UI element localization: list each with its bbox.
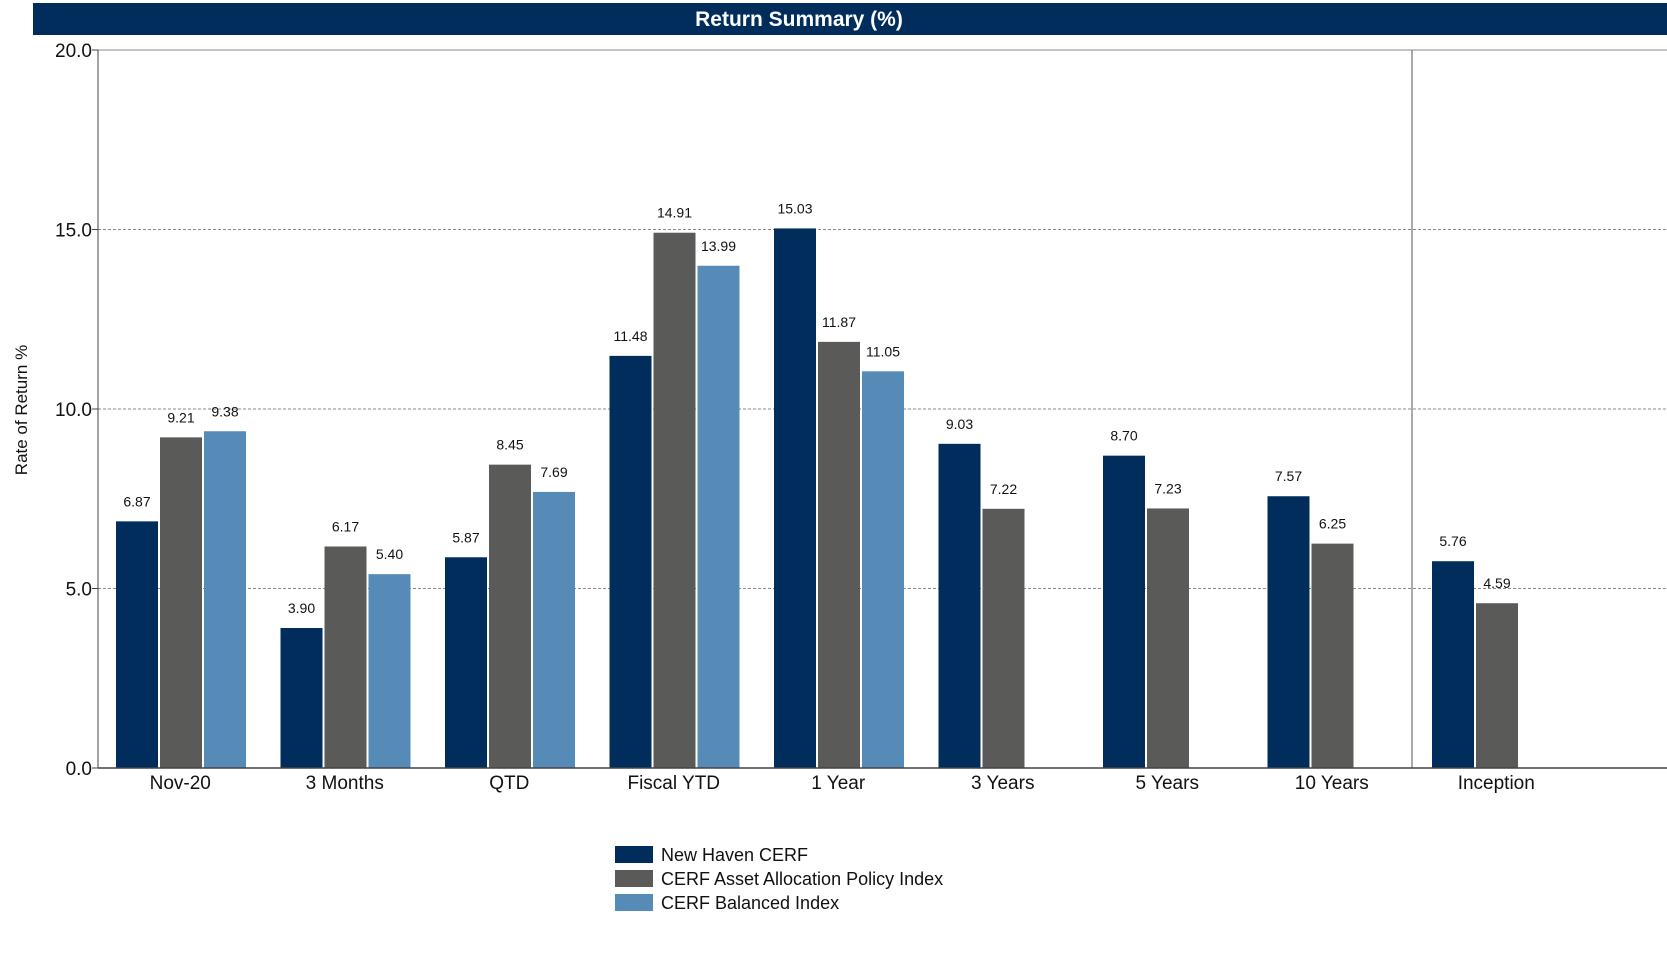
bar xyxy=(653,232,696,768)
data-label: 3.90 xyxy=(288,600,315,616)
y-tick-label: 20.0 xyxy=(55,41,92,62)
x-tick-label: 1 Year xyxy=(811,773,866,794)
data-label: 4.59 xyxy=(1483,575,1510,591)
data-label: 14.91 xyxy=(657,205,692,221)
x-tick-label: QTD xyxy=(489,773,529,794)
bar xyxy=(938,443,981,768)
data-label: 6.17 xyxy=(332,518,359,534)
y-tick-label: 15.0 xyxy=(55,221,92,242)
bar xyxy=(160,437,202,768)
x-tick-label: Inception xyxy=(1458,773,1535,794)
data-label: 5.87 xyxy=(452,529,479,545)
data-label: 7.22 xyxy=(990,481,1017,497)
legend-label: CERF Balanced Index xyxy=(661,893,839,913)
data-label: 5.76 xyxy=(1439,533,1466,549)
x-tick-label: Fiscal YTD xyxy=(627,773,720,794)
bar xyxy=(204,431,246,768)
data-label: 6.25 xyxy=(1319,516,1346,532)
bar xyxy=(774,228,816,769)
x-tick-label: 5 Years xyxy=(1136,773,1199,794)
x-tick-label: 10 Years xyxy=(1295,773,1369,794)
data-label: 15.03 xyxy=(777,200,812,216)
data-label: 9.38 xyxy=(211,403,238,419)
bar xyxy=(445,557,487,768)
bars xyxy=(116,228,1518,769)
bar xyxy=(280,627,323,768)
data-label: 8.70 xyxy=(1110,428,1137,444)
bar xyxy=(1147,508,1189,768)
title-bar xyxy=(33,3,1667,35)
data-label: 11.48 xyxy=(614,328,648,344)
data-labels: 6.87 9.21 9.38 3.90 6.17 5.40 5.87 8.45 7.69 11.4… xyxy=(123,200,1510,616)
legend-label: CERF Asset Allocation Policy Index xyxy=(661,869,943,889)
y-tick-label: 0.0 xyxy=(66,759,92,780)
bar xyxy=(982,508,1025,768)
legend-label: New Haven CERF xyxy=(661,845,808,865)
x-tick-label: Nov-20 xyxy=(150,773,211,794)
axes: 0.0 5.0 10.0 15.0 20.0 Nov-20 3 Months QTD Fisca… xyxy=(55,41,1667,794)
bar xyxy=(1267,496,1310,768)
legend-swatch xyxy=(615,870,653,887)
bar xyxy=(1476,603,1518,768)
data-label: 7.57 xyxy=(1275,468,1302,484)
bar xyxy=(116,521,158,768)
legend-swatch xyxy=(615,894,653,911)
data-label: 5.40 xyxy=(376,546,403,562)
bar xyxy=(324,546,367,768)
data-label: 13.99 xyxy=(701,238,736,254)
legend-swatch xyxy=(615,846,653,863)
bar xyxy=(609,355,652,768)
data-label: 7.23 xyxy=(1154,480,1181,496)
y-tick-label: 10.0 xyxy=(55,400,92,421)
bar xyxy=(818,341,860,768)
bar xyxy=(533,491,575,768)
bar xyxy=(1103,455,1145,768)
y-axis-title: Rate of Return % xyxy=(12,345,31,475)
y-tick-label: 5.0 xyxy=(66,580,92,601)
data-label: 7.69 xyxy=(540,464,567,480)
bar xyxy=(862,371,904,768)
bar xyxy=(1311,543,1354,768)
data-label: 8.45 xyxy=(496,437,523,453)
data-label: 9.03 xyxy=(946,416,973,432)
chart-title: Return Summary (%) xyxy=(695,8,903,31)
data-label: 6.87 xyxy=(123,493,150,509)
legend: New Haven CERF CERF Asset Allocation Poli… xyxy=(615,845,943,913)
data-label: 9.21 xyxy=(167,409,194,425)
bar xyxy=(489,464,531,768)
x-tick-label: 3 Years xyxy=(971,773,1034,794)
bar xyxy=(1432,561,1474,768)
data-label: 11.05 xyxy=(866,343,900,359)
bar xyxy=(697,265,740,768)
bar xyxy=(368,574,411,768)
data-label: 11.87 xyxy=(822,314,856,330)
x-tick-label: 3 Months xyxy=(306,773,384,794)
